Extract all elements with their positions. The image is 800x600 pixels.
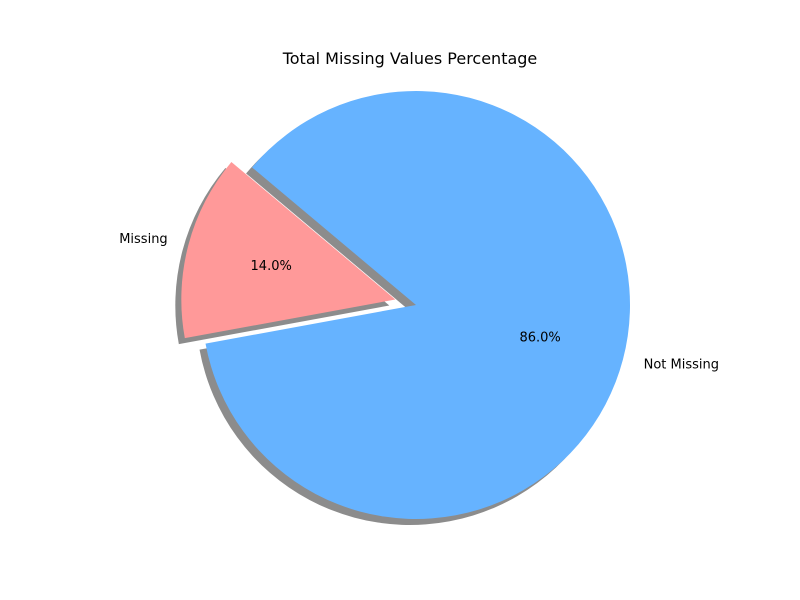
pct-label-not-missing: 86.0%	[519, 330, 560, 345]
chart-title: Total Missing Values Percentage	[282, 49, 538, 68]
pie-labels: Missing 14.0% Not Missing 86.0%	[119, 232, 719, 373]
slice-label-missing: Missing	[119, 232, 167, 247]
slice-missing	[181, 161, 396, 339]
slice-not-missing	[205, 90, 631, 519]
pie-slices	[181, 90, 631, 519]
pct-label-missing: 14.0%	[251, 259, 292, 274]
slice-label-not-missing: Not Missing	[644, 358, 719, 373]
